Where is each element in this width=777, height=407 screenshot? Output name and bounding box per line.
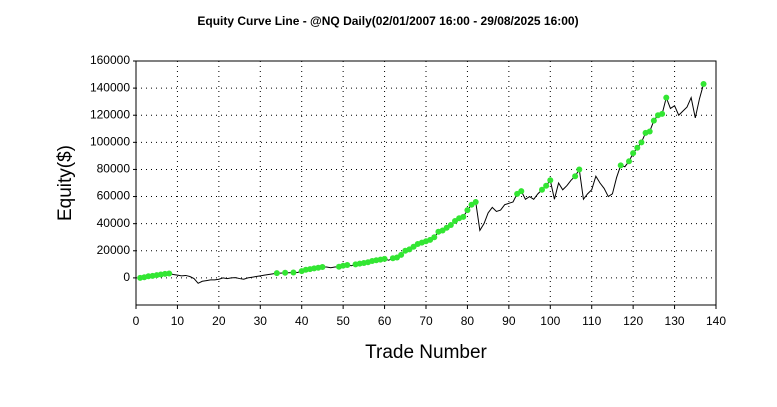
x-tick-label: 40: [295, 314, 309, 328]
new-high-marker: [650, 117, 657, 124]
y-tick-label: 140000: [90, 80, 130, 94]
new-high-marker: [447, 222, 454, 229]
new-high-marker: [381, 255, 388, 262]
x-tick-label: 10: [171, 314, 185, 328]
new-high-marker: [638, 139, 645, 146]
x-tick-label: 50: [336, 314, 350, 328]
x-tick-label: 0: [133, 314, 140, 328]
new-high-marker: [663, 94, 670, 101]
x-tick-label: 30: [254, 314, 268, 328]
new-high-marker: [290, 269, 297, 276]
y-tick-label: 60000: [97, 189, 131, 203]
y-tick-label: 40000: [97, 216, 131, 230]
x-tick-label: 80: [461, 314, 475, 328]
new-high-marker: [472, 198, 479, 205]
new-high-marker: [576, 166, 583, 173]
new-high-marker: [518, 188, 525, 195]
x-tick-label: 60: [378, 314, 392, 328]
y-axis-label: Equity($): [55, 145, 76, 221]
new-high-marker: [460, 213, 467, 220]
new-high-marker: [539, 186, 545, 193]
x-tick-label: 20: [212, 314, 226, 328]
x-tick-label: 140: [706, 314, 726, 328]
new-high-marker: [273, 270, 280, 277]
y-tick-label: 20000: [97, 243, 131, 257]
new-high-marker: [547, 177, 554, 184]
y-tick-label: 120000: [90, 107, 130, 121]
new-high-marker: [319, 264, 326, 271]
y-tick-label: 100000: [90, 135, 130, 149]
new-high-marker: [646, 128, 653, 135]
y-tick-label: 160000: [90, 53, 130, 67]
chart-title: Equity Curve Line - @NQ Daily(02/01/2007…: [197, 14, 578, 28]
new-high-marker: [700, 81, 707, 88]
new-high-marker: [166, 270, 173, 277]
new-high-marker: [282, 269, 289, 276]
new-high-marker: [626, 158, 632, 165]
plot-area: [135, 60, 717, 306]
x-tick-label: 110: [582, 314, 601, 328]
new-high-marker: [431, 234, 438, 241]
x-tick-label: 120: [623, 314, 643, 328]
new-high-marker: [464, 207, 471, 214]
new-high-marker: [634, 144, 641, 151]
x-tick-label: 130: [665, 314, 685, 328]
new-high-marker: [630, 150, 637, 157]
x-tick-label: 100: [540, 314, 560, 328]
new-high-marker: [398, 251, 405, 258]
new-high-marker: [344, 262, 351, 269]
new-high-marker: [617, 162, 624, 169]
x-axis-label: Trade Number: [365, 342, 487, 363]
y-tick-label: 0: [123, 270, 130, 284]
new-high-marker: [572, 173, 579, 180]
new-high-marker: [543, 182, 550, 189]
new-high-marker: [659, 110, 666, 117]
y-tick-label: 80000: [97, 162, 131, 176]
x-tick-label: 70: [419, 314, 433, 328]
x-tick-label: 90: [502, 314, 516, 328]
